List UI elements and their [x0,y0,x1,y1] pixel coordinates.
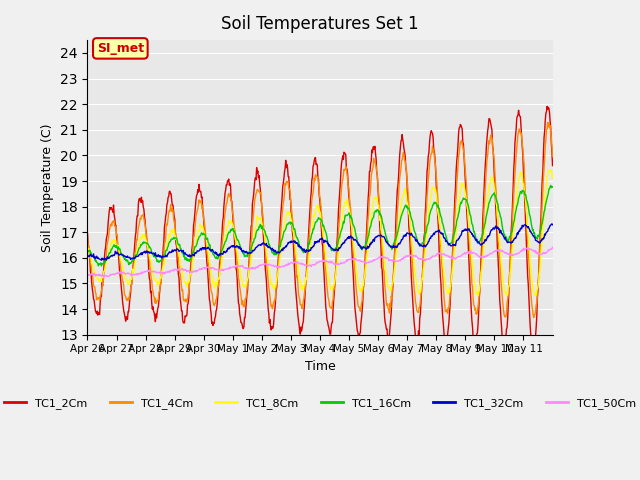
TC1_8Cm [474,293,482,299]
TC1_16Cm [265,242,273,248]
TC1_2Cm [264,306,272,312]
TC1_16Cm [224,231,232,237]
Line: TC1_32Cm: TC1_32Cm [88,224,552,260]
TC1_16Cm [394,228,402,234]
TC1_2Cm [548,163,556,168]
TC1_4Cm [530,315,538,321]
TC1_2Cm [543,104,551,109]
TC1_4Cm [548,154,556,159]
TC1_2Cm [247,234,255,240]
TC1_8Cm [84,248,92,253]
Text: SI_met: SI_met [97,42,144,55]
TC1_16Cm [247,246,255,252]
TC1_8Cm [548,176,556,181]
TC1_8Cm [247,260,255,266]
TC1_4Cm [264,278,272,284]
TC1_16Cm [368,217,376,223]
TC1_50Cm [139,270,147,276]
TC1_8Cm [547,167,554,173]
TC1_32Cm [394,242,402,248]
TC1_4Cm [224,196,232,202]
TC1_4Cm [84,232,92,238]
TC1_50Cm [224,266,232,272]
TC1_8Cm [138,234,146,240]
TC1_32Cm [265,244,273,250]
TC1_50Cm [265,262,273,268]
TC1_2Cm [84,230,92,236]
TC1_32Cm [224,245,232,251]
TC1_4Cm [544,120,552,125]
Line: TC1_2Cm: TC1_2Cm [88,107,552,354]
TC1_50Cm [247,265,255,271]
TC1_32Cm [368,240,376,246]
TC1_8Cm [224,223,232,229]
Y-axis label: Soil Temperature (C): Soil Temperature (C) [42,123,54,252]
Title: Soil Temperatures Set 1: Soil Temperatures Set 1 [221,15,419,33]
TC1_50Cm [368,259,376,264]
TC1_4Cm [138,213,146,219]
Line: TC1_4Cm: TC1_4Cm [88,122,552,318]
TC1_32Cm [247,250,255,255]
TC1_4Cm [367,173,375,179]
TC1_32Cm [548,222,556,228]
TC1_50Cm [84,272,92,277]
TC1_8Cm [367,214,375,219]
Line: TC1_8Cm: TC1_8Cm [88,170,552,296]
TC1_50Cm [104,274,112,279]
TC1_2Cm [367,158,375,164]
Line: TC1_50Cm: TC1_50Cm [88,247,552,276]
Legend: TC1_2Cm, TC1_4Cm, TC1_8Cm, TC1_16Cm, TC1_32Cm, TC1_50Cm: TC1_2Cm, TC1_4Cm, TC1_8Cm, TC1_16Cm, TC1… [0,393,640,413]
TC1_4Cm [247,245,255,251]
TC1_8Cm [264,262,272,267]
TC1_32Cm [84,254,92,260]
TC1_8Cm [394,237,401,243]
TC1_2Cm [224,178,232,184]
TC1_16Cm [97,263,105,269]
TC1_2Cm [529,351,537,357]
TC1_32Cm [97,257,105,263]
Line: TC1_16Cm: TC1_16Cm [88,185,552,266]
TC1_32Cm [548,221,556,227]
TC1_50Cm [394,258,402,264]
TC1_16Cm [139,240,147,246]
TC1_16Cm [547,182,555,188]
TC1_2Cm [138,200,146,205]
TC1_2Cm [394,187,401,193]
TC1_32Cm [139,250,147,255]
X-axis label: Time: Time [305,360,335,373]
TC1_4Cm [394,209,401,215]
TC1_16Cm [84,247,92,253]
TC1_50Cm [548,244,556,250]
TC1_16Cm [548,184,556,190]
